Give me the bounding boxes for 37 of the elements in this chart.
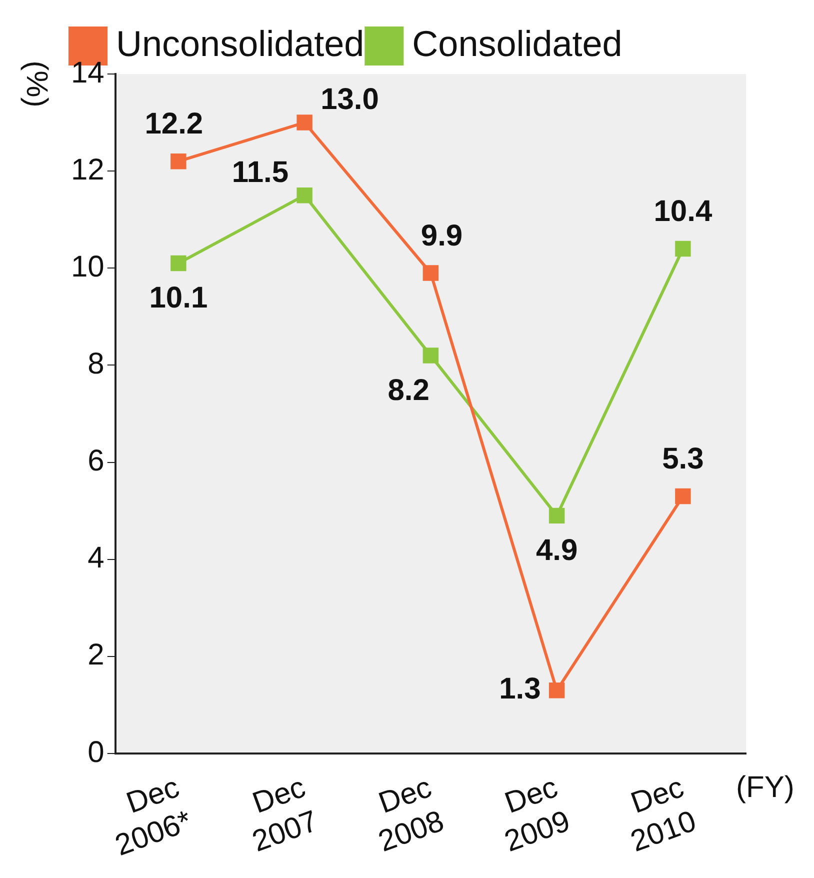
point (296, 114, 312, 130)
data-label: 8.2 (388, 374, 430, 407)
point (548, 508, 565, 524)
point (170, 255, 186, 272)
data-label: 9.9 (420, 219, 463, 252)
point (675, 488, 691, 504)
data-label: 10.4 (654, 195, 712, 228)
x-axis-title: (FY) (736, 770, 794, 804)
x-tick-label: Dec 2008 (374, 770, 448, 858)
y-tick-label: 10 (70, 250, 104, 284)
legend-label: Unconsolidated (116, 22, 364, 64)
point (675, 240, 691, 257)
x-tick-label: Dec 2007 (248, 770, 322, 858)
point (170, 154, 186, 170)
point (296, 187, 312, 204)
y-tick-label: 12 (70, 153, 104, 186)
y-tick-label: 6 (88, 444, 104, 478)
y-tick-label: 14 (70, 56, 104, 90)
y-tick-label: 4 (88, 542, 104, 575)
data-label: 1.3 (499, 672, 541, 706)
data-label: 10.1 (149, 282, 208, 315)
x-tick-label: Dec 2010 (626, 770, 700, 858)
data-label: 11.5 (232, 156, 289, 190)
y-tick-label: 8 (88, 347, 104, 380)
y-axis-title: (%) (20, 60, 54, 108)
data-label: 5.3 (662, 442, 704, 476)
data-label: 13.0 (320, 83, 379, 116)
y-tick-label: 0 (88, 736, 104, 769)
y-tick-label: 2 (88, 638, 104, 672)
data-label: 12.2 (144, 108, 204, 141)
point (422, 348, 439, 364)
x-tick-label: Dec 2006* (111, 770, 196, 862)
data-label: 4.9 (536, 534, 578, 567)
point (422, 265, 439, 281)
legend-label: Consolidated (412, 22, 622, 64)
x-tick-label: Dec 2009 (500, 770, 574, 858)
point (548, 682, 565, 698)
